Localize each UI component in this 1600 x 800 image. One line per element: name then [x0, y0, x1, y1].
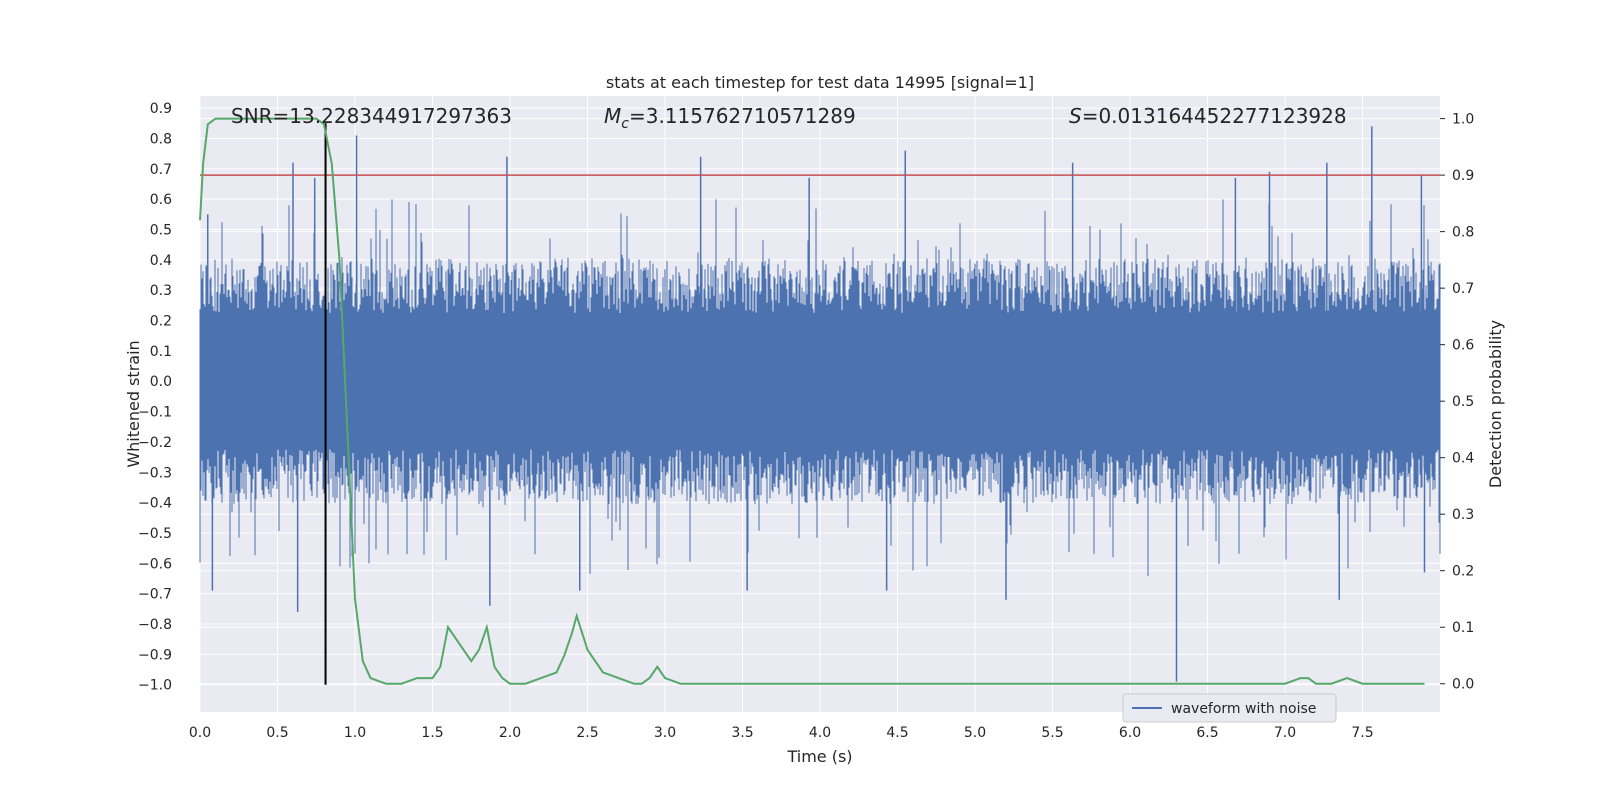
y2-tick-label: 0.8 — [1452, 225, 1474, 241]
x-tick-label: 4.0 — [809, 725, 831, 741]
y2-tick-label: 1.0 — [1452, 112, 1474, 128]
y2-axis-label: Detection probability — [1486, 320, 1505, 488]
y-tick-label: 0.1 — [150, 344, 172, 360]
y-tick-label: −0.2 — [138, 435, 172, 451]
s-symbol: S — [1069, 104, 1082, 128]
s-annotation: S=0.013164452277123928 — [1069, 104, 1347, 128]
y-tick-label: −0.5 — [138, 526, 172, 542]
x-tick-label: 1.0 — [344, 725, 366, 741]
y2-tick-label: 0.0 — [1452, 677, 1474, 693]
y2-tick-label: 0.4 — [1452, 451, 1474, 467]
waveform-noise-band — [199, 199, 1441, 576]
chirp-mass-symbol: M — [604, 104, 621, 128]
legend-box — [1122, 693, 1337, 723]
y2-tick-label: 0.3 — [1452, 507, 1474, 523]
snr-annotation: SNR=13.228344917297363 — [231, 104, 512, 128]
x-tick-label: 4.5 — [886, 725, 908, 741]
y2-tick-label: 0.6 — [1452, 338, 1474, 354]
y-tick-label: −0.8 — [138, 617, 172, 633]
x-tick-label: 1.5 — [421, 725, 443, 741]
y-tick-label: −0.9 — [138, 647, 172, 663]
s-value: =0.013164452277123928 — [1082, 104, 1347, 128]
y-tick-label: −0.1 — [138, 405, 172, 421]
y-tick-label: 0.9 — [150, 101, 172, 117]
y-tick-label: −0.6 — [138, 556, 172, 572]
y-axis-label: Whitened strain — [124, 340, 143, 467]
y2-tick-label: 0.1 — [1452, 620, 1474, 636]
y2-tick-label: 0.9 — [1452, 168, 1474, 184]
legend-entry: waveform with noise — [1171, 701, 1316, 717]
x-tick-label: 7.0 — [1274, 725, 1296, 741]
x-tick-label: 6.0 — [1119, 725, 1141, 741]
y-tick-label: 0.5 — [150, 223, 172, 239]
y2-tick-label: 0.7 — [1452, 281, 1474, 297]
reference-lines — [200, 123, 1440, 685]
x-tick-label: 5.5 — [1041, 725, 1063, 741]
x-tick-label: 5.0 — [964, 725, 986, 741]
chirp-mass-subscript: c — [621, 116, 629, 132]
x-tick-label: 6.5 — [1196, 725, 1218, 741]
chart-title: stats at each timestep for test data 149… — [606, 73, 1034, 92]
x-tick-label: 2.0 — [499, 725, 521, 741]
y-tick-label: −0.4 — [138, 496, 172, 512]
y-tick-label: 0.4 — [150, 253, 172, 269]
y-tick-label: 0.8 — [150, 131, 172, 147]
y-tick-label: 0.0 — [150, 374, 172, 390]
x-tick-label: 0.0 — [189, 725, 211, 741]
chirp-mass-value: =3.115762710571289 — [629, 104, 856, 128]
probability-series — [199, 117, 1425, 685]
x-axis-label: Time (s) — [786, 747, 852, 766]
x-tick-label: 3.0 — [654, 725, 676, 741]
y2-tick-label: 0.5 — [1452, 394, 1474, 410]
y2-tick-label: 0.2 — [1452, 564, 1474, 580]
y-tick-label: 0.2 — [150, 314, 172, 330]
y-tick-label: −0.3 — [138, 465, 172, 481]
y-tick-label: 0.7 — [150, 162, 172, 178]
tick-labels: 0.0 0.5 1.0 1.5 2.0 2.5 3.0 3.5 4.0 4.5 5.0 5.5 6.0 6… — [138, 101, 1474, 741]
x-tick-label: 3.5 — [731, 725, 753, 741]
y-tick-label: 0.6 — [150, 192, 172, 208]
y-tick-label: −1.0 — [138, 678, 172, 694]
chirp-mass-annotation: Mc=3.115762710571289 — [604, 104, 856, 132]
legend: waveform with noise — [1122, 693, 1337, 723]
detection-probability-line — [199, 117, 1425, 685]
x-tick-label: 0.5 — [266, 725, 288, 741]
x-tick-label: 7.5 — [1351, 725, 1373, 741]
waveform-series — [199, 126, 1441, 682]
x-tick-label: 2.5 — [576, 725, 598, 741]
y-tick-label: 0.3 — [150, 283, 172, 299]
y-tick-label: −0.7 — [138, 587, 172, 603]
